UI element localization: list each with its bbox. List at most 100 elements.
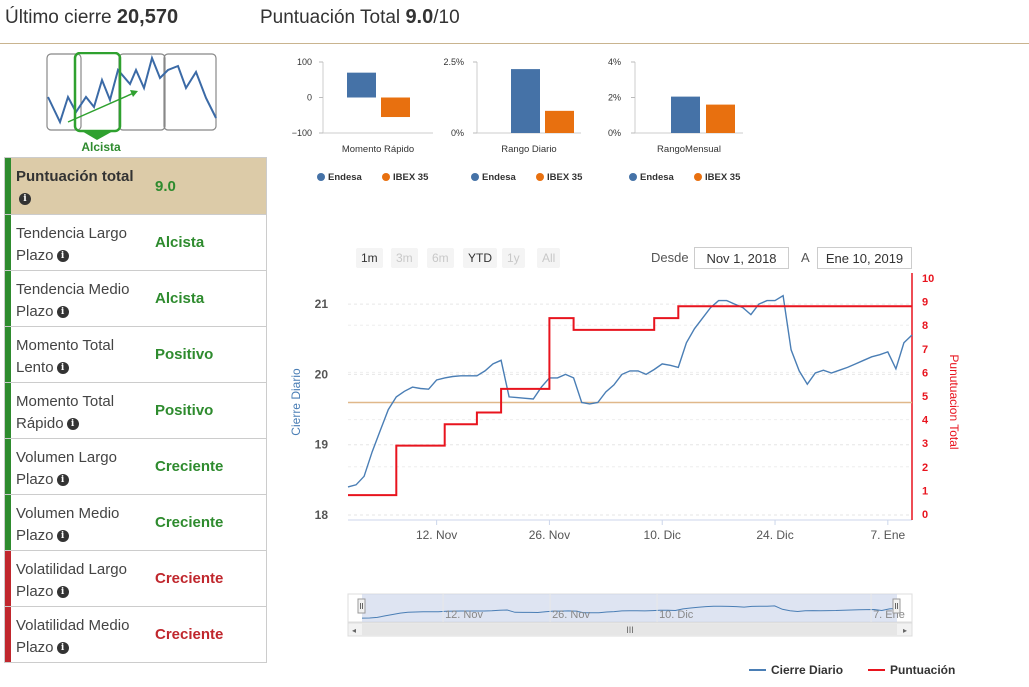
navigator-label: 26. Nov (552, 609, 590, 621)
y2-tick-label: 4 (922, 415, 929, 427)
range-button-ytd[interactable]: YTD (463, 248, 497, 268)
info-icon[interactable]: i (56, 250, 69, 263)
x-tick-label: 10. Dic (644, 528, 681, 542)
header-bar: Último cierre 20,570 Puntuación Total 9.… (0, 0, 1029, 44)
indicator-label: Volumen Largo Plazo (16, 449, 117, 488)
y2-tick-label: 1 (922, 485, 928, 497)
navigator-label: 7. Ene (873, 609, 905, 621)
indicator-row: Momento Total Rápido i Positivo (4, 383, 267, 439)
bar-endesa (671, 96, 700, 133)
indicator-row: Momento Total Lento i Positivo (4, 327, 267, 383)
status-bar (5, 607, 11, 662)
scroll-right-icon: ▸ (903, 626, 907, 635)
status-bar (5, 383, 11, 438)
indicator-row: Volatilidad Medio Plazo i Creciente (4, 607, 267, 663)
indicator-label: Momento Total Rápido (16, 393, 115, 432)
x-tick-label: 24. Dic (756, 528, 793, 542)
y-tick-label: 20 (315, 367, 329, 381)
from-label: Desde (651, 250, 689, 265)
y-tick-label: 0 (307, 93, 312, 103)
y-tick-label: 18 (315, 508, 329, 522)
indicator-value: Alcista (155, 234, 205, 251)
indicator-label: Tendencia Medio Plazo (16, 281, 130, 320)
y-axis-title: Cierre Diario (289, 368, 303, 436)
navigator-background (347, 593, 913, 623)
range-button-1m[interactable]: 1m (356, 248, 383, 268)
y-tick-label: 0% (608, 128, 621, 138)
navigator-handle (357, 598, 366, 614)
y-tick-label: 2.5% (443, 57, 464, 67)
range-button-1y[interactable]: 1y (502, 248, 525, 268)
indicator-name: Momento Total Lento i (16, 335, 146, 379)
legend-close-label: Cierre Diario (771, 663, 843, 677)
info-icon[interactable]: i (19, 193, 31, 206)
to-date-input[interactable]: Ene 10, 2019 (817, 247, 912, 269)
info-icon[interactable]: i (56, 642, 69, 655)
x-tick-label: 7. Ene (870, 528, 905, 542)
bar-endesa (347, 72, 376, 98)
range-button-all[interactable]: All (537, 248, 561, 268)
indicator-name: Volatilidad Medio Plazo i (16, 615, 146, 659)
info-icon[interactable]: i (56, 474, 69, 487)
indicator-row: Volatilidad Largo Plazo i Creciente (4, 551, 267, 607)
trend-chart-icon (46, 51, 217, 140)
indicator-name: Volumen Largo Plazo i (16, 447, 146, 491)
indicator-value: Creciente (155, 514, 224, 531)
indicator-name: Tendencia Medio Plazo i (16, 279, 146, 323)
indicator-label: Volatilidad Largo Plazo (16, 561, 127, 600)
y-tick-label: 19 (315, 438, 329, 452)
to-label: A (801, 250, 810, 265)
x-tick-label: 12. Nov (416, 528, 457, 542)
range-button-3m[interactable]: 3m (391, 248, 418, 268)
info-icon[interactable]: i (56, 306, 69, 319)
y-tick-label: 4% (608, 57, 621, 67)
total-score-label: Puntuación Total (260, 7, 401, 28)
scrollbar-grip: III (626, 625, 634, 635)
total-score-value: 9.0 (405, 6, 434, 28)
indicator-name: Momento Total Rápido i (16, 391, 146, 435)
legend-endesa-marker (317, 173, 325, 181)
indicator-value: Creciente (155, 570, 224, 587)
y2-tick-label: 3 (922, 438, 928, 450)
trend-label: Alcista (81, 140, 121, 154)
mini-chart-title: RangoMensual (657, 144, 721, 155)
from-date-input[interactable]: Nov 1, 2018 (694, 247, 789, 269)
mini-bar-charts: 100 0 −100 Momento Rápido Endesa IBEX 35 2.5% 0… (292, 57, 743, 183)
info-icon[interactable]: i (56, 586, 69, 599)
legend-ibex-marker (536, 173, 544, 181)
indicator-row: Volumen Medio Plazo i Creciente (4, 495, 267, 551)
indicator-value: Positivo (155, 402, 214, 419)
status-bar (5, 495, 11, 550)
info-icon[interactable]: i (56, 362, 69, 375)
indicator-value: Creciente (155, 626, 224, 643)
legend-endesa-marker (629, 173, 637, 181)
indicator-value: Creciente (155, 458, 224, 475)
status-bar (5, 158, 11, 214)
range-button-6m[interactable]: 6m (427, 248, 454, 268)
info-icon[interactable]: i (66, 418, 79, 431)
bar-ibex (381, 97, 410, 118)
x-tick-label: 26. Nov (529, 528, 570, 542)
indicator-row: Tendencia Medio Plazo i Alcista (4, 271, 267, 327)
total-score: Puntuación Total 9.0/10 (260, 6, 460, 29)
info-icon[interactable]: i (56, 530, 69, 543)
y2-tick-label: 5 (922, 391, 928, 403)
indicator-row: Puntuación total i 9.0 (4, 157, 267, 215)
legend-endesa-label: Endesa (640, 172, 675, 183)
indicator-value: 9.0 (155, 177, 176, 195)
y2-tick-label: 2 (922, 462, 928, 474)
legend-endesa-marker (471, 173, 479, 181)
indicator-value: Positivo (155, 346, 214, 363)
indicator-row: Volumen Largo Plazo i Creciente (4, 439, 267, 495)
last-close-value: 20,570 (116, 6, 179, 28)
plot-area (348, 273, 912, 520)
trend-illustration: Alcista (46, 51, 218, 156)
indicator-name: Tendencia Largo Plazo i (16, 223, 146, 267)
y-tick-label: 0% (451, 128, 464, 138)
navigator-selection (362, 594, 897, 622)
y2-tick-label: 7 (922, 344, 928, 356)
bar-ibex (545, 110, 574, 133)
y2-axis-title: Punutuacion Total (947, 354, 961, 449)
y2-tick-label: 9 (922, 297, 928, 309)
y2-tick-label: 10 (922, 273, 934, 285)
